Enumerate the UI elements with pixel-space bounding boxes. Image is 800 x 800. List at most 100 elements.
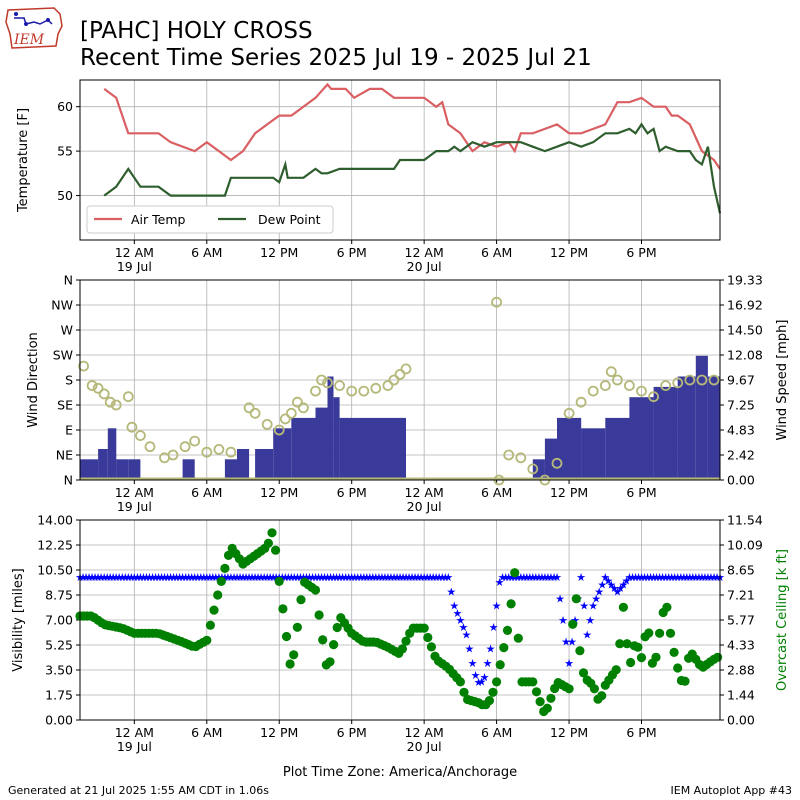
visibility-point: ★ xyxy=(694,571,704,584)
visibility-point: ★ xyxy=(123,571,133,584)
ceiling-point xyxy=(271,545,281,555)
ceiling-point xyxy=(589,684,600,694)
y2-tick-label: 0.00 xyxy=(727,713,755,728)
ceiling-point xyxy=(289,650,299,660)
legend-label-dew-point: Dew Point xyxy=(258,212,321,227)
wind-speed-bar xyxy=(707,376,720,480)
y-tick-label: 8.75 xyxy=(45,588,73,603)
visibility-point: ★ xyxy=(419,571,429,584)
y-tick-label: N xyxy=(64,273,73,288)
visibility-point: ★ xyxy=(338,571,348,584)
visibility-point: ★ xyxy=(455,614,465,627)
wind-speed-bar xyxy=(339,417,406,480)
x-tick-label: 12 PM xyxy=(550,725,588,740)
visibility-point: ★ xyxy=(141,571,151,584)
wind-speed-bar xyxy=(128,459,141,480)
wind-speed-bar xyxy=(605,417,630,480)
ceiling-point xyxy=(535,697,545,707)
wind-direction-point xyxy=(291,396,303,408)
ceiling-point xyxy=(296,595,306,605)
visibility-y-label: Visibility [miles] xyxy=(11,568,26,671)
x-tick-label: 6 PM xyxy=(626,485,656,500)
visibility-point: ★ xyxy=(640,571,650,584)
visibility-point: ★ xyxy=(628,571,638,584)
visibility-point: ★ xyxy=(682,571,692,584)
ceiling-y-label: Overcast Ceiling [k ft] xyxy=(775,549,790,691)
visibility-point: ★ xyxy=(193,571,203,584)
wind-direction-point xyxy=(370,382,382,394)
visibility-point: ★ xyxy=(154,571,164,584)
visibility-point: ★ xyxy=(615,582,625,595)
visibility-point: ★ xyxy=(468,657,478,670)
legend-label-air-temp: Air Temp xyxy=(131,212,186,227)
visibility-point: ★ xyxy=(202,571,212,584)
wind-speed-bar xyxy=(107,428,117,480)
visibility-point: ★ xyxy=(169,571,179,584)
visibility-point: ★ xyxy=(612,585,622,598)
visibility-point: ★ xyxy=(178,571,188,584)
x-tick-label: 6 AM xyxy=(481,485,512,500)
ceiling-point xyxy=(618,602,629,612)
visibility-point: ★ xyxy=(416,571,426,584)
visibility-point: ★ xyxy=(567,635,577,648)
wind-speed-bar xyxy=(273,428,292,480)
visibility-point: ★ xyxy=(323,571,333,584)
visibility-point: ★ xyxy=(341,571,351,584)
visibility-point: ★ xyxy=(561,635,571,648)
wind-direction-point xyxy=(189,435,201,447)
x-tick-date-label: 19 Jul xyxy=(117,739,152,754)
wind-direction-point xyxy=(92,382,104,394)
y-tick-label: 12.25 xyxy=(37,538,73,553)
x-tick-label: 6 AM xyxy=(191,725,222,740)
wind-direction-point xyxy=(388,374,400,386)
visibility-point: ★ xyxy=(172,571,182,584)
x-tick-label: 6 AM xyxy=(191,245,222,260)
y-tick-label: E xyxy=(65,423,73,438)
visibility-point: ★ xyxy=(108,571,118,584)
x-tick-label: 6 PM xyxy=(337,245,367,260)
visibility-point: ★ xyxy=(395,571,405,584)
x-tick-label: 6 AM xyxy=(481,245,512,260)
ceiling-point xyxy=(502,625,513,636)
wind-direction-point xyxy=(213,443,225,455)
x-tick-date-label: 19 Jul xyxy=(117,259,152,274)
ceiling-point xyxy=(597,691,607,701)
y-tick-label: S xyxy=(65,373,73,388)
visibility-point: ★ xyxy=(398,571,408,584)
wind-direction-point xyxy=(382,380,394,392)
visibility-point: ★ xyxy=(244,571,254,584)
ceiling-point xyxy=(325,657,335,667)
ceiling-point xyxy=(506,599,516,609)
app-credit: IEM Autoplot App #43 xyxy=(670,784,793,797)
temperature-legend: Air Temp Dew Point xyxy=(86,205,334,234)
y-tick-label: 14.00 xyxy=(37,513,73,528)
visibility-point: ★ xyxy=(347,571,357,584)
wind-direction-point xyxy=(243,402,255,414)
ceiling-point xyxy=(564,684,574,694)
ceiling-point xyxy=(644,628,654,638)
visibility-point: ★ xyxy=(655,571,665,584)
wind-direction-point xyxy=(86,380,98,392)
wind-speed-bar xyxy=(695,355,708,480)
ceiling-point xyxy=(611,665,621,675)
visibility-point: ★ xyxy=(259,571,269,584)
visibility-point: ★ xyxy=(486,643,496,656)
visibility-point: ★ xyxy=(709,571,719,584)
plot-frame xyxy=(79,519,721,721)
wind-speed-bar xyxy=(653,386,678,480)
wind-speed-bar xyxy=(182,459,195,480)
logo-text: IEM xyxy=(13,32,45,48)
wind-direction-point xyxy=(358,385,370,397)
visibility-point: ★ xyxy=(298,571,308,584)
ceiling-point xyxy=(484,696,494,706)
y-tick-label: 0.00 xyxy=(45,713,73,728)
ceiling-point xyxy=(531,687,542,697)
y-tick-label: SE xyxy=(57,398,73,413)
ceiling-point xyxy=(202,635,212,645)
x-tick-label: 6 AM xyxy=(191,485,222,500)
visibility-point: ★ xyxy=(504,571,514,584)
wind-direction-point xyxy=(78,360,89,372)
ceiling-point xyxy=(329,640,339,650)
y2-tick-label: 7.21 xyxy=(727,588,755,603)
